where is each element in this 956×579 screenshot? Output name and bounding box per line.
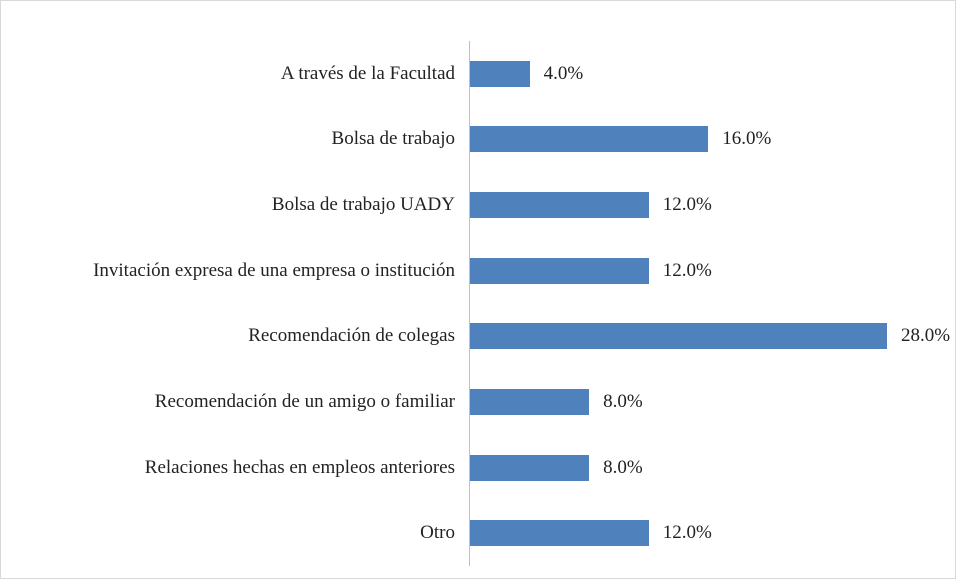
value-label: 4.0%	[543, 62, 584, 84]
bar	[470, 454, 590, 481]
category-label: Relaciones hechas en empleos anteriores	[144, 456, 455, 478]
value-label: 28.0%	[901, 325, 951, 347]
value-label: 8.0%	[603, 390, 643, 412]
value-label: 12.0%	[662, 194, 712, 216]
category-label: Invitación expresa de una empresa o inst…	[93, 259, 455, 281]
value-label: 12.0%	[662, 522, 712, 544]
value-label: 8.0%	[603, 456, 643, 478]
value-label: 16.0%	[722, 128, 772, 150]
category-label: Recomendación de colegas	[248, 325, 455, 347]
value-label: 12.0%	[662, 259, 712, 281]
bar	[470, 388, 590, 415]
category-label: Otro	[420, 522, 455, 544]
bar	[470, 323, 887, 350]
category-label: Bolsa de trabajo	[331, 128, 455, 150]
bar	[470, 192, 649, 219]
category-axis	[469, 41, 470, 566]
bar	[470, 520, 649, 547]
category-label: Recomendación de un amigo o familiar	[154, 390, 455, 412]
category-label: A través de la Facultad	[280, 62, 455, 84]
category-label: Bolsa de trabajo UADY	[271, 194, 455, 216]
bar	[470, 60, 530, 87]
bar	[470, 126, 709, 153]
bar	[470, 257, 649, 284]
